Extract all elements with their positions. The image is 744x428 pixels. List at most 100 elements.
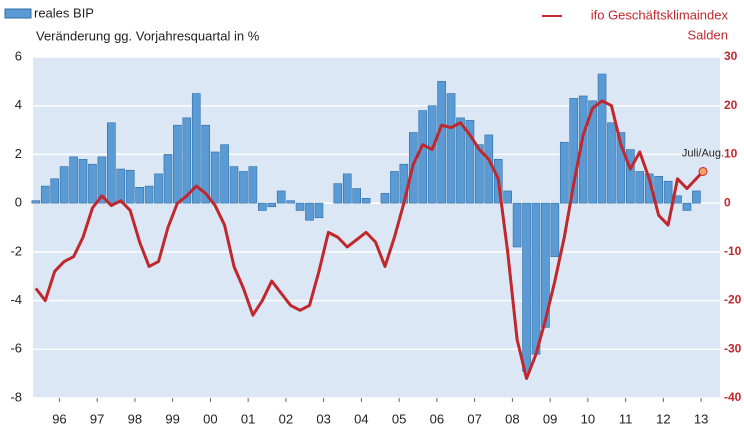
bar	[97, 156, 107, 204]
bar	[682, 202, 692, 211]
bar	[616, 132, 626, 204]
bar	[390, 171, 399, 204]
bar	[522, 202, 531, 372]
legend-swatch	[4, 8, 32, 19]
bar	[78, 159, 88, 204]
bar	[626, 149, 635, 204]
x-tick-label: 03	[316, 411, 330, 426]
bar	[239, 171, 248, 204]
bar	[446, 93, 456, 204]
y2-tick-label: 0	[724, 195, 731, 209]
bar	[333, 183, 343, 204]
annotation: Juli/Aug.	[682, 147, 724, 159]
bar	[59, 166, 69, 204]
line	[34, 99, 705, 381]
y-tick-label: 6	[15, 48, 22, 63]
y-tick-label: 2	[15, 146, 22, 161]
bar	[248, 166, 258, 204]
bar	[456, 117, 465, 204]
bar	[116, 168, 126, 204]
bar	[692, 190, 701, 204]
y2-tick-label: 10	[724, 147, 738, 161]
x-tick-label: 13	[694, 411, 708, 426]
bar	[163, 154, 173, 204]
bar	[305, 202, 314, 221]
x-tick-label: 09	[543, 411, 557, 426]
bar	[352, 188, 361, 204]
bar	[531, 202, 541, 355]
bar	[550, 202, 560, 258]
bar	[541, 202, 550, 328]
bar	[361, 197, 371, 204]
x-tick-label: 08	[505, 411, 519, 426]
y-tick-label: -4	[10, 292, 22, 307]
bar	[229, 166, 239, 204]
bar	[258, 202, 267, 211]
x-tick-label: 05	[392, 411, 406, 426]
bar	[380, 193, 390, 204]
y2-tick-label: -40	[724, 390, 742, 404]
bar	[107, 122, 116, 204]
bar	[559, 141, 569, 204]
y-tick-label: -8	[10, 389, 22, 404]
bar	[427, 105, 437, 204]
last-point	[698, 166, 708, 176]
bar	[597, 73, 607, 204]
y2-tick-label: -20	[724, 293, 742, 307]
bar	[475, 144, 484, 204]
bar	[484, 134, 494, 204]
bar	[173, 124, 182, 204]
bar	[50, 178, 60, 204]
bar	[512, 202, 522, 248]
bar	[663, 180, 673, 204]
bar	[342, 173, 352, 204]
x-tick-label: 07	[467, 411, 481, 426]
bar	[31, 200, 41, 204]
bar	[437, 81, 446, 204]
x-tick-label: 12	[656, 411, 670, 426]
bar	[503, 190, 512, 204]
x-tick-label: 99	[165, 411, 179, 426]
bar	[276, 190, 286, 204]
y-tick-label: -2	[10, 243, 22, 258]
bar	[267, 202, 277, 208]
y2-tick-label: -30	[724, 341, 742, 355]
legend-label: ifo Geschäftsklimaindex	[591, 7, 729, 22]
x-tick-label: 04	[354, 411, 368, 426]
bar	[295, 202, 305, 211]
bar	[201, 124, 211, 204]
bar	[40, 185, 50, 204]
y2-tick-label: 30	[724, 49, 738, 63]
bar	[69, 156, 78, 204]
x-tick-label: 00	[203, 411, 217, 426]
bar	[588, 100, 597, 204]
x-tick-label: 01	[241, 411, 255, 426]
x-tick-label: 06	[430, 411, 444, 426]
bar	[210, 151, 220, 204]
y-tick-label: -6	[10, 341, 22, 356]
x-tick-label: 96	[52, 411, 66, 426]
bar	[286, 200, 295, 204]
x-tick-label: 11	[619, 411, 633, 426]
bar	[182, 117, 192, 204]
bar	[418, 110, 428, 204]
bar	[88, 163, 97, 204]
bar	[135, 187, 144, 204]
x-tick-label: 98	[128, 411, 142, 426]
bar	[607, 122, 616, 204]
bar	[154, 173, 163, 204]
x-tick-label: 97	[90, 411, 104, 426]
y2-tick-label: -10	[724, 244, 742, 258]
x-tick-label: 10	[581, 411, 595, 426]
bar	[569, 98, 579, 204]
y2-tick-label: 20	[724, 98, 738, 112]
y2-axis-label: Salden	[688, 27, 728, 42]
bar	[220, 144, 229, 204]
bar	[635, 171, 645, 204]
y-tick-label: 4	[15, 97, 22, 112]
bar	[314, 202, 324, 219]
bar	[125, 169, 135, 204]
bar	[654, 176, 663, 204]
x-tick-label: 02	[279, 411, 293, 426]
